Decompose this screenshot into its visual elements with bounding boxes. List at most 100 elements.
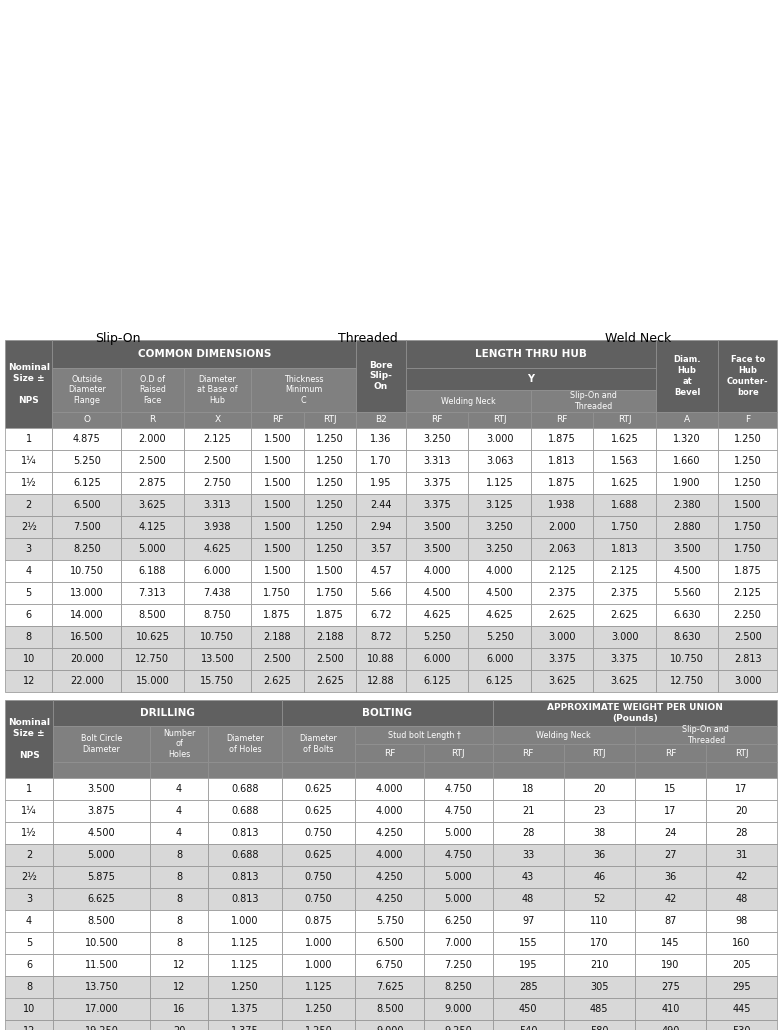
Bar [184, 412, 251, 428]
Bar [5, 976, 53, 998]
Bar [208, 954, 282, 976]
Bar [356, 604, 406, 626]
Text: 12.750: 12.750 [670, 676, 704, 686]
Text: 2.813: 2.813 [734, 654, 762, 664]
Text: Weld Neck: Weld Neck [604, 332, 671, 345]
Text: 1.625: 1.625 [611, 434, 638, 444]
Text: 2.500: 2.500 [203, 456, 231, 466]
Bar [719, 582, 777, 604]
Bar [531, 494, 594, 516]
Bar [52, 538, 121, 560]
Text: 3.313: 3.313 [424, 456, 451, 466]
Text: 1.875: 1.875 [548, 434, 576, 444]
Bar [493, 822, 564, 844]
Text: A: A [684, 415, 691, 424]
Bar [208, 778, 282, 800]
Text: 1.000: 1.000 [305, 938, 332, 948]
Text: 42: 42 [664, 894, 676, 904]
Text: 155: 155 [518, 938, 537, 948]
Text: 3.000: 3.000 [611, 632, 638, 642]
Text: 205: 205 [732, 960, 751, 970]
Text: 1.660: 1.660 [673, 456, 701, 466]
Text: 48: 48 [735, 894, 748, 904]
Bar [531, 450, 594, 472]
Bar [121, 368, 184, 412]
Bar [531, 472, 594, 494]
Text: 4.500: 4.500 [423, 588, 451, 598]
Bar [356, 626, 406, 648]
Bar [706, 844, 777, 866]
Bar [184, 368, 251, 412]
Bar [706, 909, 777, 932]
Bar [121, 450, 184, 472]
Bar [5, 340, 52, 428]
Text: 4: 4 [26, 916, 32, 926]
Bar [356, 800, 424, 822]
Bar [208, 726, 282, 762]
Bar [53, 976, 149, 998]
Text: 4.000: 4.000 [376, 784, 404, 794]
Bar [303, 494, 356, 516]
Text: Welding Neck: Welding Neck [441, 397, 496, 406]
Text: 15.000: 15.000 [135, 676, 169, 686]
Bar [149, 976, 208, 998]
Bar [719, 604, 777, 626]
Text: 11.500: 11.500 [84, 960, 118, 970]
Bar [251, 582, 303, 604]
Text: 2: 2 [26, 850, 32, 860]
Bar [594, 538, 656, 560]
Bar [424, 844, 493, 866]
Bar [406, 582, 468, 604]
Bar [53, 932, 149, 954]
Text: LENGTH THRU HUB: LENGTH THRU HUB [475, 349, 586, 359]
Text: 3: 3 [26, 894, 32, 904]
Bar [303, 412, 356, 428]
Text: RTJ: RTJ [323, 415, 336, 424]
Bar [282, 844, 356, 866]
Text: 12: 12 [23, 676, 35, 686]
Text: 1.500: 1.500 [734, 500, 762, 510]
Text: 2.375: 2.375 [548, 588, 576, 598]
Bar [53, 909, 149, 932]
Bar [184, 670, 251, 692]
Bar [424, 866, 493, 888]
Bar [184, 648, 251, 670]
Bar [184, 516, 251, 538]
Text: 1: 1 [26, 434, 32, 444]
Bar [706, 932, 777, 954]
Text: 20: 20 [173, 1026, 185, 1030]
Bar [656, 516, 719, 538]
Bar [356, 538, 406, 560]
Bar [564, 822, 635, 844]
Text: Slip-On and
Threaded: Slip-On and Threaded [570, 391, 617, 411]
Bar [424, 1020, 493, 1030]
Bar [564, 954, 635, 976]
Bar [303, 538, 356, 560]
Text: 1.750: 1.750 [734, 544, 762, 554]
Text: RF: RF [432, 415, 443, 424]
Bar [356, 412, 406, 428]
Text: 27: 27 [664, 850, 676, 860]
Bar [706, 866, 777, 888]
Bar [5, 604, 52, 626]
Text: 0.750: 0.750 [305, 828, 332, 838]
Text: 8.500: 8.500 [376, 1004, 404, 1014]
Text: 4.500: 4.500 [486, 588, 514, 598]
Text: 1.250: 1.250 [316, 544, 343, 554]
Bar [356, 888, 424, 909]
Text: 12: 12 [173, 982, 185, 992]
Bar [594, 428, 656, 450]
Bar [719, 472, 777, 494]
Bar [719, 494, 777, 516]
Text: RTJ: RTJ [734, 749, 748, 757]
Bar [531, 412, 594, 428]
Bar [719, 412, 777, 428]
Bar [52, 368, 121, 412]
Text: 8.630: 8.630 [673, 632, 701, 642]
Bar [493, 800, 564, 822]
Bar [635, 800, 706, 822]
Bar [149, 909, 208, 932]
Text: 6: 6 [26, 610, 32, 620]
Bar [656, 538, 719, 560]
Text: 6.500: 6.500 [73, 500, 101, 510]
